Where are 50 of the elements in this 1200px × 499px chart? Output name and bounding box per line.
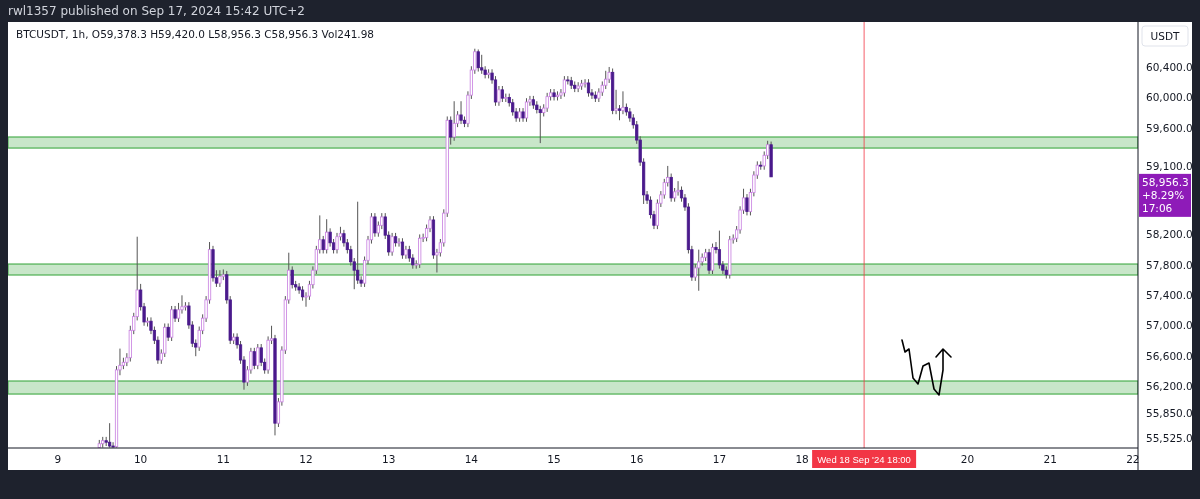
candlestick — [108, 422, 112, 448]
candlestick — [614, 89, 618, 115]
y-tick-label: 57,000.0 — [1146, 319, 1193, 332]
y-tick-label: 60,400.0 — [1146, 60, 1193, 73]
candlestick — [545, 92, 549, 113]
y-tick-label: 59,600.0 — [1146, 121, 1193, 134]
candlestick — [397, 237, 401, 248]
y-tick-label: 55,850.0 — [1146, 406, 1193, 419]
x-tick-label: 13 — [382, 453, 396, 465]
y-tick-label: 60,000.0 — [1146, 91, 1193, 104]
candlestick — [252, 347, 256, 370]
candlestick — [404, 245, 408, 260]
candlestick — [562, 75, 566, 98]
x-tick-label: 21 — [1043, 453, 1057, 465]
x-tick-label: 10 — [133, 453, 148, 465]
candlestick — [459, 100, 463, 125]
candlestick — [476, 48, 480, 73]
x-tick-label: 12 — [299, 453, 313, 465]
candlestick — [290, 265, 294, 289]
candlestick — [390, 232, 394, 257]
chart-title: rwl1357 published on Sep 17, 2024 15:42 UTC+2 — [8, 4, 305, 18]
y-tick-label: 56,600.0 — [1146, 349, 1193, 362]
y-axis-title: USDT — [1150, 30, 1181, 42]
x-tick-label: 22 — [1126, 453, 1140, 465]
x-tick-label: 15 — [547, 453, 561, 465]
y-tick-label: 59,100.0 — [1146, 159, 1193, 172]
x-tick-label: 14 — [464, 453, 479, 465]
text: 58,956.3 +8.29% 17:06 — [1142, 175, 1189, 214]
x-tick-label: 16 — [630, 453, 644, 465]
x-tick-label: 20 — [960, 453, 975, 465]
candlestick — [538, 105, 542, 144]
y-tick-label: 57,400.0 — [1146, 288, 1193, 301]
candlestick — [325, 218, 329, 254]
x-tick-label: 11 — [216, 453, 231, 465]
y-tick-label: 58,200.0 — [1146, 228, 1193, 241]
candlestick — [452, 100, 456, 142]
candlestick — [745, 193, 749, 216]
candlestick — [710, 243, 715, 275]
x-tick-label: 17 — [712, 453, 727, 465]
y-tick-label: 56,200.0 — [1146, 380, 1193, 393]
candlestick — [256, 343, 260, 370]
text: BTCUSDT, 1h, O59,378.3 H59,420.0 L58,956.3 C58,956.3 Vol241.98 — [16, 28, 375, 40]
candlestick — [400, 237, 405, 260]
candlestick — [717, 230, 722, 270]
candlestick — [356, 201, 360, 285]
ref-line-label: Wed 18 Sep '24 18:00 — [817, 453, 911, 465]
y-tick-label: 57,800.0 — [1146, 258, 1193, 271]
x-tick-label: 18 — [795, 453, 809, 465]
x-tick-label: 9 — [54, 453, 62, 465]
y-tick-label: 55,525.0 — [1146, 431, 1193, 444]
